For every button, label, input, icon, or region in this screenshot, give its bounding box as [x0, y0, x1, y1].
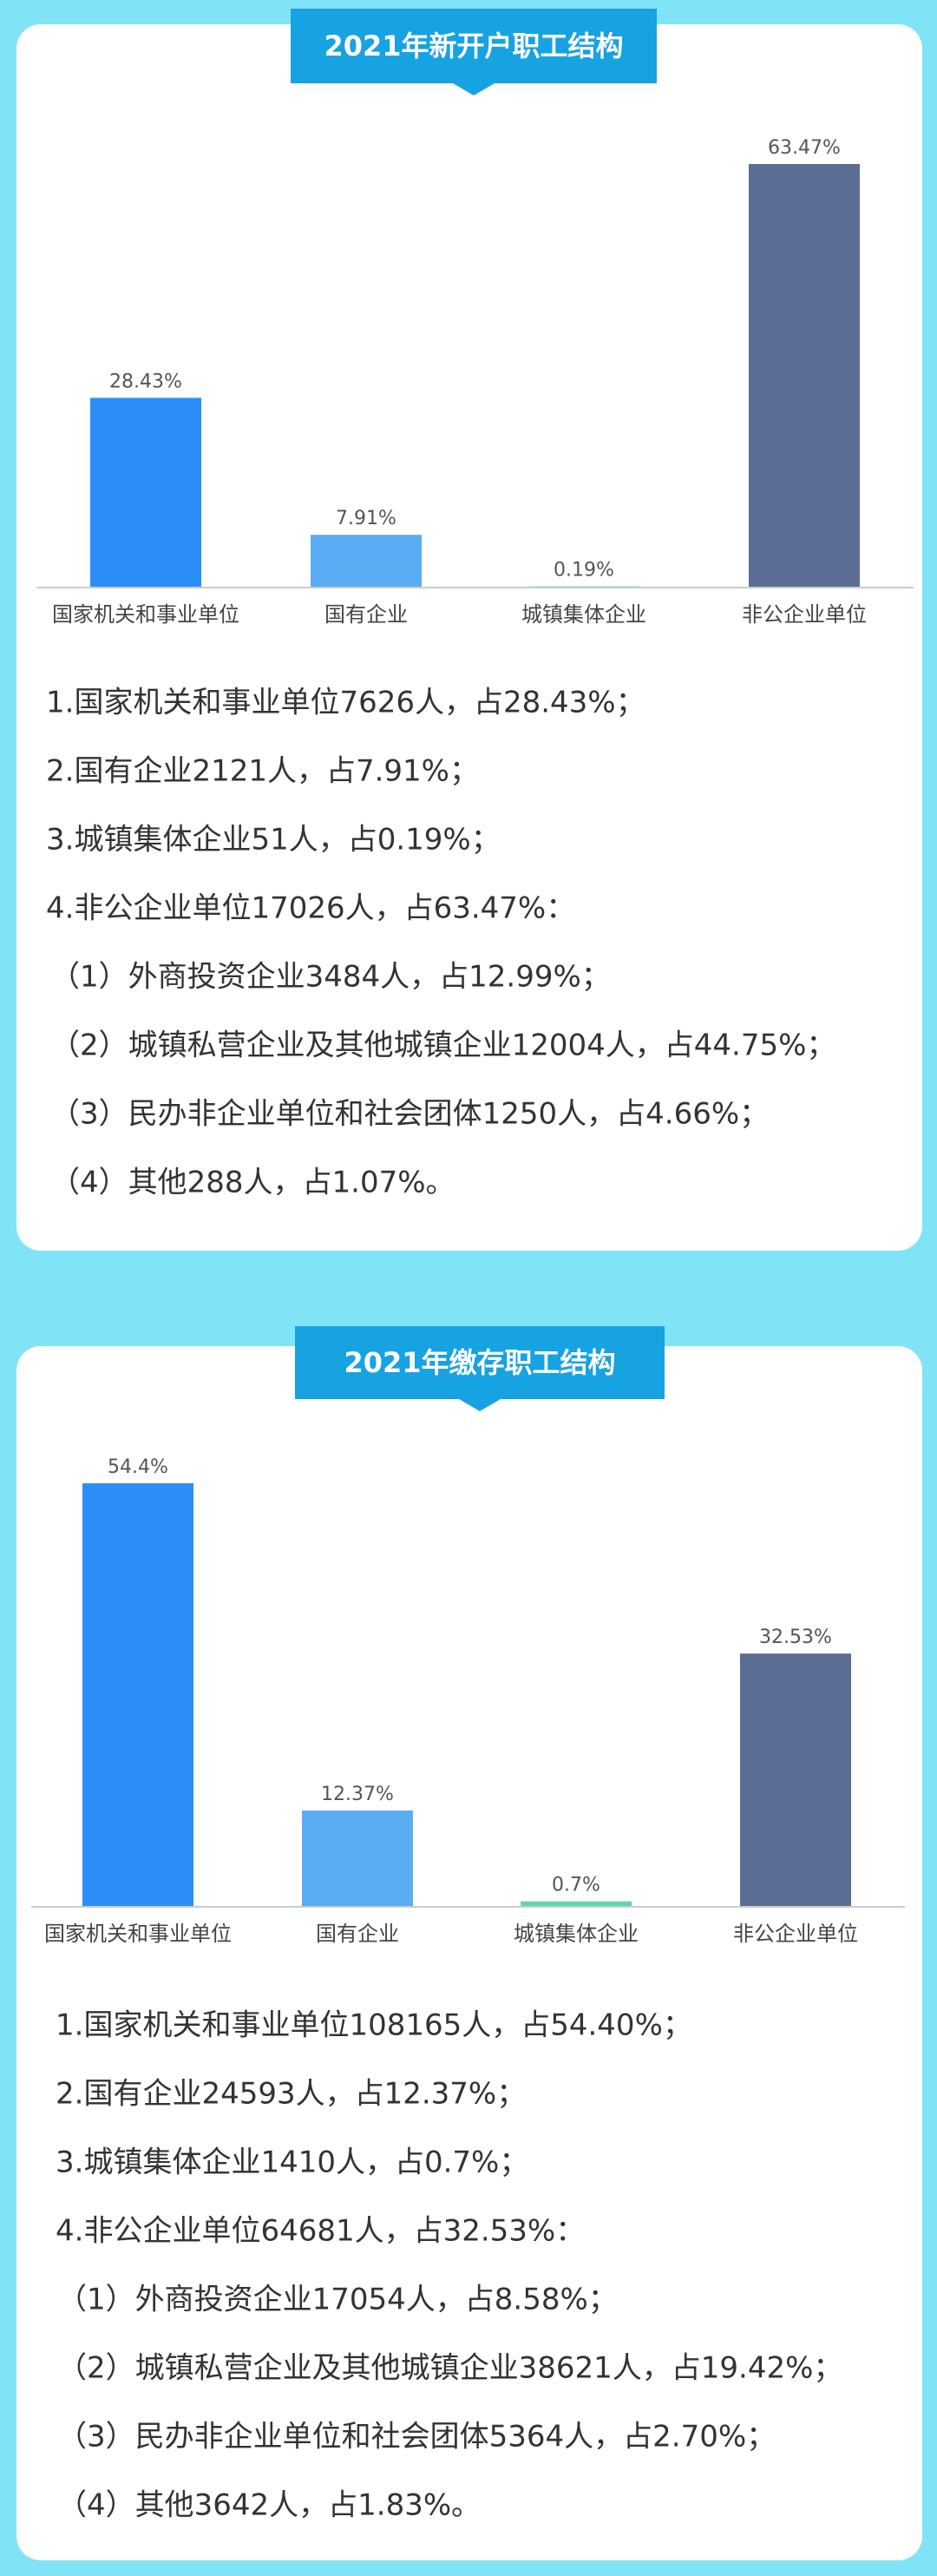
category-label: 国有企业	[324, 602, 408, 627]
summary-line: （4）其他3642人，占1.83%。	[57, 2488, 481, 2523]
bar	[311, 535, 422, 588]
chart-title: 2021年新开户职工结构	[324, 30, 623, 62]
category-label: 国家机关和事业单位	[52, 602, 239, 627]
summary-line: 1.国家机关和事业单位7626人，占28.43%；	[46, 686, 645, 720]
value-label: 63.47%	[768, 137, 841, 159]
summary-line: 3.城镇集体企业51人，占0.19%；	[46, 823, 501, 858]
summary-line: 2.国有企业24593人，占12.37%；	[56, 2077, 526, 2112]
summary-line: （2）城镇私营企业及其他城镇企业12004人，占44.75%；	[50, 1028, 835, 1063]
value-label: 7.91%	[336, 508, 396, 529]
title-banner	[295, 1326, 665, 1411]
bar	[90, 398, 201, 588]
bar	[302, 1810, 413, 1907]
value-label: 54.4%	[108, 1456, 168, 1478]
summary-line: （4）其他288人，占1.07%。	[50, 1166, 455, 1200]
category-label: 国有企业	[316, 1922, 399, 1946]
summary-line: 4.非公企业单位17026人，占63.47%：	[46, 891, 575, 926]
bar	[749, 164, 860, 588]
card	[16, 1346, 922, 2560]
bar	[521, 1901, 632, 1907]
chart-title: 2021年缴存职工结构	[344, 1346, 615, 1379]
summary-line: （1）外商投资企业17054人，占8.58%；	[57, 2283, 618, 2317]
value-label: 32.53%	[759, 1626, 832, 1648]
value-label: 0.19%	[554, 560, 614, 582]
value-label: 28.43%	[109, 371, 182, 392]
value-label: 0.7%	[552, 1875, 600, 1896]
summary-line: （1）外商投资企业3484人，占12.99%；	[50, 960, 611, 995]
category-label: 国家机关和事业单位	[44, 1922, 232, 1946]
category-label: 城镇集体企业	[521, 602, 646, 627]
value-label: 12.37%	[321, 1784, 394, 1805]
title-banner	[291, 9, 657, 95]
card	[16, 24, 922, 1251]
bar	[740, 1653, 851, 1907]
summary-line: 3.城镇集体企业1410人，占0.7%；	[56, 2146, 528, 2180]
summary-line: （3）民办非企业单位和社会团体1250人，占4.66%；	[50, 1097, 769, 1132]
category-label: 非公企业单位	[742, 602, 867, 627]
summary-line: 1.国家机关和事业单位108165人，占54.40%；	[56, 2008, 692, 2043]
category-label: 城镇集体企业	[514, 1922, 639, 1946]
summary-line: （2）城镇私营企业及其他城镇企业38621人，占19.42%；	[57, 2351, 842, 2386]
category-label: 非公企业单位	[733, 1922, 858, 1946]
summary-line: 2.国有企业2121人，占7.91%；	[46, 754, 479, 789]
summary-line: 4.非公企业单位64681人，占32.53%：	[56, 2214, 585, 2249]
summary-line: （3）民办非企业单位和社会团体5364人，占2.70%；	[57, 2420, 776, 2454]
bar	[82, 1483, 193, 1907]
